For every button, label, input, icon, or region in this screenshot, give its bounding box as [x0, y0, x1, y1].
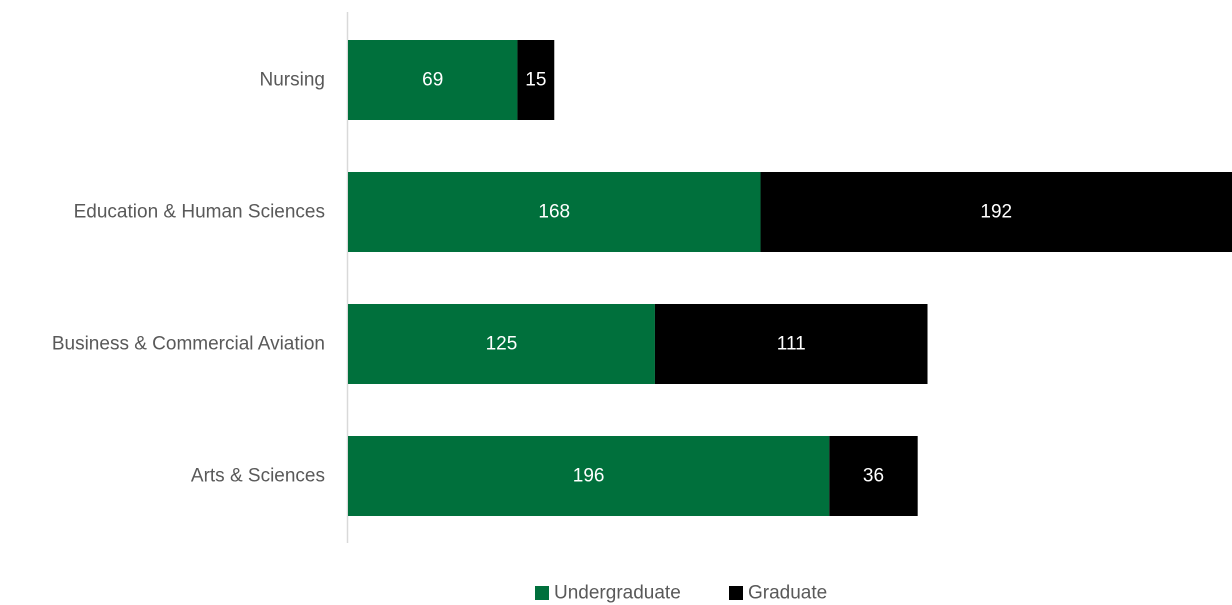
data-label-undergraduate-business-and-commercial-aviation: 125	[486, 334, 518, 355]
legend: Undergraduate Graduate	[535, 583, 827, 604]
data-label-graduate-arts-and-sciences: 36	[863, 466, 884, 487]
data-label-undergraduate-nursing: 69	[422, 70, 443, 91]
bar-undergraduate-arts-and-sciences	[348, 436, 830, 516]
bar-graduate-arts-and-sciences	[829, 436, 918, 516]
bar-graduate-business-and-commercial-aviation	[654, 304, 928, 384]
category-label-business-and-commercial-aviation: Business & Commercial Aviation	[52, 334, 325, 355]
data-label-graduate-education-and-human-sciences: 192	[980, 202, 1012, 223]
bar-undergraduate-nursing	[348, 40, 518, 120]
legend-swatch-undergraduate	[535, 586, 549, 600]
category-label-education-and-human-sciences: Education & Human Sciences	[74, 202, 325, 223]
bar-undergraduate-business-and-commercial-aviation	[348, 304, 655, 384]
category-label-nursing: Nursing	[260, 70, 325, 91]
category-label-arts-and-sciences: Arts & Sciences	[191, 466, 325, 487]
bar-graduate-education-and-human-sciences	[760, 172, 1232, 252]
legend-swatch-graduate	[729, 586, 743, 600]
data-label-undergraduate-education-and-human-sciences: 168	[538, 202, 570, 223]
data-label-undergraduate-arts-and-sciences: 196	[573, 466, 605, 487]
data-label-graduate-nursing: 15	[525, 70, 546, 91]
labels-layer: Nursing 69 15 Education & Human Sciences 168…	[52, 70, 1012, 487]
data-label-graduate-business-and-commercial-aviation: 111	[777, 334, 806, 355]
bar-graduate-nursing	[517, 40, 555, 120]
bar-undergraduate-education-and-human-sciences	[348, 172, 761, 252]
legend-label-graduate: Graduate	[748, 583, 827, 604]
bars-layer	[348, 40, 1232, 516]
legend-label-undergraduate: Undergraduate	[554, 583, 681, 604]
